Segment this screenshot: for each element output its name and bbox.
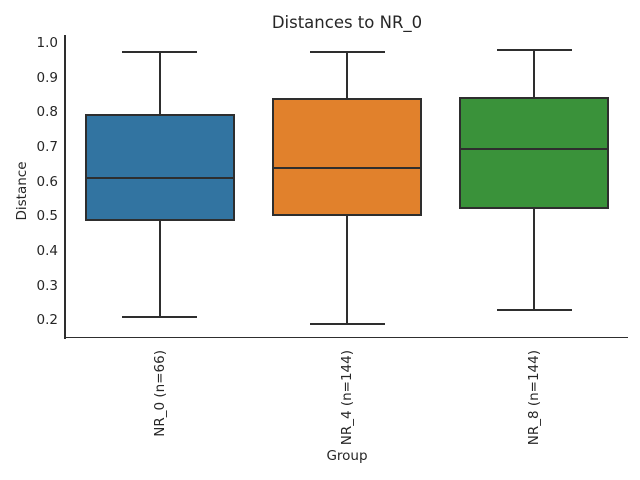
whisker-lower-line bbox=[158, 221, 161, 317]
y-axis-spine bbox=[64, 35, 66, 339]
median-line bbox=[86, 177, 233, 180]
box bbox=[272, 98, 422, 217]
y-tick-label: 0.8 bbox=[36, 104, 58, 121]
whisker-lower-cap bbox=[309, 322, 385, 325]
box bbox=[459, 96, 610, 210]
y-tick-label: 0.9 bbox=[36, 69, 58, 86]
whisker-upper-line bbox=[346, 51, 348, 99]
whisker-upper-line bbox=[158, 51, 161, 114]
y-tick-label: 0.3 bbox=[36, 277, 58, 294]
whisker-lower-cap bbox=[496, 308, 572, 311]
median-line bbox=[461, 147, 608, 150]
whisker-upper-line bbox=[533, 49, 536, 97]
x-tick-label-text: NR_4 (n=144) bbox=[339, 350, 355, 446]
box bbox=[84, 113, 235, 222]
y-tick-label: 1.0 bbox=[36, 34, 58, 51]
whisker-lower-line bbox=[533, 209, 536, 310]
x-axis-spine bbox=[64, 336, 628, 339]
y-tick-label: 0.6 bbox=[36, 173, 58, 190]
whisker-lower-cap bbox=[122, 315, 198, 318]
median-line bbox=[274, 166, 420, 169]
x-axis-label: Group bbox=[326, 448, 368, 464]
whisker-lower-line bbox=[346, 216, 348, 324]
whisker-upper-cap bbox=[122, 50, 198, 53]
y-tick-label: 0.2 bbox=[36, 312, 58, 329]
y-tick-label: 0.5 bbox=[36, 208, 58, 225]
whisker-upper-cap bbox=[309, 50, 385, 53]
chart-title: Distances to NR_0 bbox=[271, 13, 423, 32]
x-tick-label-text: NR_8 (n=144) bbox=[526, 350, 543, 446]
x-tick-label-text: NR_0 (n=66) bbox=[151, 350, 168, 437]
y-tick-label: 0.7 bbox=[36, 138, 58, 155]
y-tick-label: 0.4 bbox=[36, 242, 58, 259]
whisker-upper-cap bbox=[496, 48, 572, 51]
